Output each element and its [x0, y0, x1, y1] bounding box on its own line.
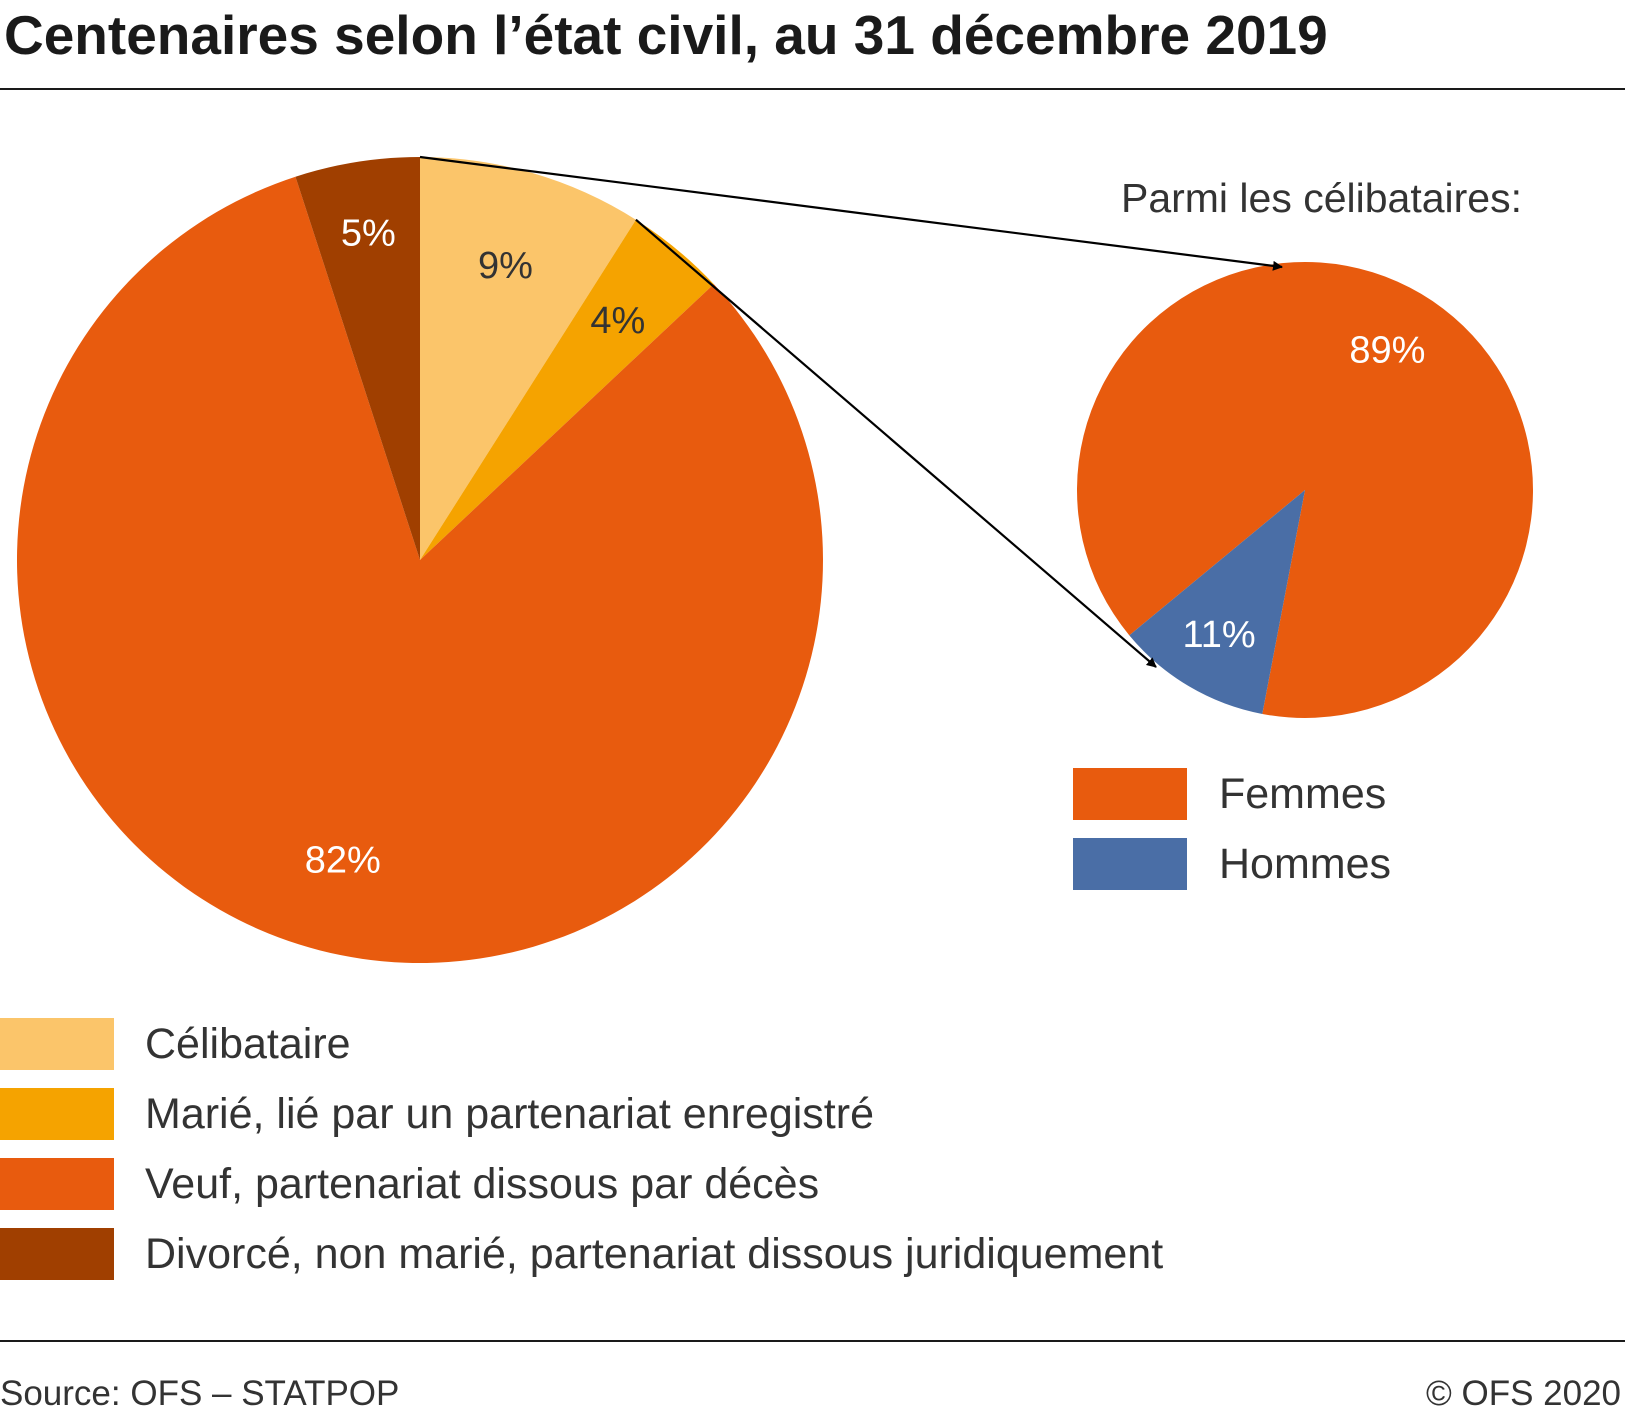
legend-swatch-hommes	[1073, 838, 1187, 890]
page-title: Centenaires selon l’état civil, au 31 dé…	[4, 4, 1328, 66]
main-pie: 9% 4% 82% 5%	[16, 156, 823, 963]
slice-hommes	[1129, 490, 1305, 714]
legend-label-femmes: Femmes	[1219, 770, 1387, 818]
legend-label-veuf: Veuf, partenariat dissous par décès	[145, 1160, 820, 1208]
slice-marie-lie-par-un-partenariat-enregistre	[420, 219, 714, 561]
legend-swatch-marie	[0, 1088, 114, 1140]
data-label-divorce-non-marie-partenariat-dissous-juridiquement: 5%	[341, 213, 396, 255]
top-rule	[0, 88, 1625, 90]
legend-label-hommes: Hommes	[1219, 840, 1392, 888]
data-label-veuf-partenariat-dissous-par-deces: 82%	[305, 840, 381, 882]
data-label-hommes: 11%	[1182, 614, 1255, 656]
bottom-rule	[0, 1340, 1625, 1342]
legend-label-marie: Marié, lié par un partenariat enregistré	[145, 1090, 874, 1138]
connector-arrow-top	[419, 155, 1283, 271]
source-note: Source: OFS – STATPOP	[0, 1374, 400, 1413]
main-legend: Célibataire Marié, lié par un partenaria…	[0, 1018, 1300, 1298]
slice-divorce-non-marie-partenariat-dissous-juridiquement	[295, 156, 420, 560]
legend-swatch-femmes	[1073, 768, 1187, 820]
legend-swatch-celibataire	[0, 1018, 114, 1070]
inset-pie: 89% 11%	[1076, 261, 1533, 718]
legend-label-divorce: Divorcé, non marié, partenariat dissous …	[145, 1230, 1164, 1278]
slice-femmes	[1076, 261, 1533, 718]
connector-arrows	[419, 155, 1283, 668]
legend-label-celibataire: Célibataire	[145, 1020, 351, 1068]
copyright-note: © OFS 2020	[1425, 1374, 1621, 1413]
slice-veuf-partenariat-dissous-par-deces	[16, 176, 823, 963]
legend-swatch-divorce	[0, 1228, 114, 1280]
data-label-celibataire: 9%	[478, 245, 533, 287]
inset-legend: Femmes Hommes	[1073, 768, 1473, 898]
legend-swatch-veuf	[0, 1158, 114, 1210]
data-label-marie-lie-par-un-partenariat-enregistre: 4%	[590, 300, 645, 342]
slice-celibataire	[420, 157, 636, 560]
data-label-femmes: 89%	[1349, 330, 1425, 372]
connector-arrow-bottom	[635, 218, 1157, 668]
inset-pie-title: Parmi les célibataires:	[1121, 175, 1522, 221]
